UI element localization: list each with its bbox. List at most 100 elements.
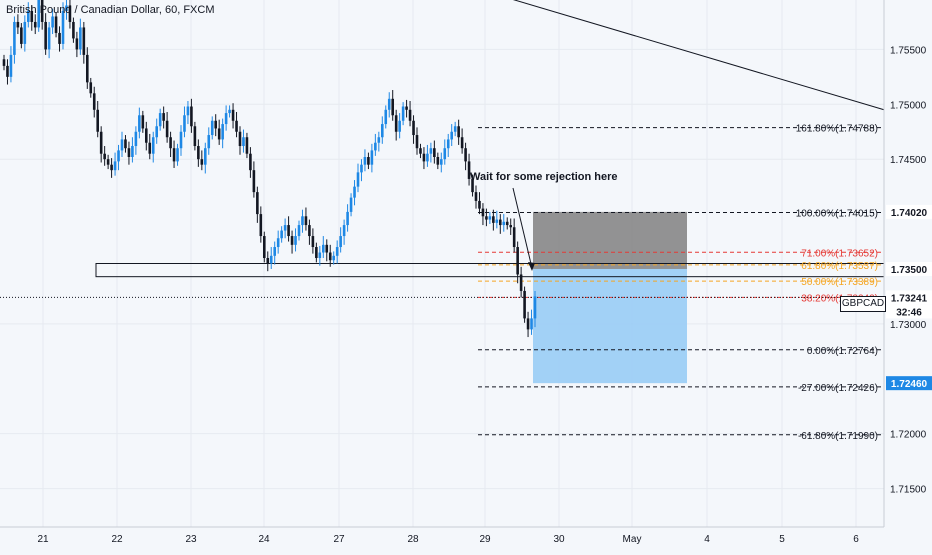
candle [256, 186, 259, 223]
candle [151, 131, 155, 163]
candle [20, 23, 23, 49]
candle [138, 107, 141, 139]
price-tick-label: 1.72000 [890, 430, 927, 441]
candle-body [96, 109, 100, 132]
candle [103, 146, 106, 166]
candle-body [44, 21, 47, 50]
candle-body [460, 137, 464, 149]
candle [422, 147, 426, 170]
candle-body [262, 236, 266, 259]
candle [519, 266, 523, 298]
candle-body [498, 219, 502, 226]
position-zones [95, 211, 885, 384]
candle-body [332, 255, 336, 261]
candle-body [439, 159, 443, 165]
candle-body [367, 157, 370, 165]
candle-body [58, 32, 61, 44]
candle-body [387, 98, 391, 110]
candle [297, 220, 301, 241]
candle [179, 125, 183, 156]
candle-body [287, 225, 290, 237]
candle [162, 106, 165, 129]
candle-body [391, 98, 395, 116]
fib-level-label: 161.80%(1.74788) [796, 124, 878, 135]
candle [54, 12, 58, 38]
candle [363, 149, 367, 172]
symbol-price-label: GBPCAD [840, 296, 886, 312]
candle [58, 26, 61, 52]
time-tick-label: 21 [37, 534, 49, 545]
annotation-arrow-head [528, 262, 535, 271]
candle-body [259, 214, 263, 237]
candle [349, 193, 353, 217]
candle [51, 8, 54, 35]
candle-body [37, 0, 41, 28]
candle [186, 101, 190, 125]
candle [141, 110, 145, 133]
price-tag-high-bg [886, 204, 932, 219]
candle-body [89, 82, 93, 94]
candle-body [186, 106, 190, 116]
candle-body [252, 170, 256, 193]
candle-body [492, 216, 495, 223]
candle [439, 152, 443, 173]
price-tick-label: 1.74500 [890, 155, 927, 166]
candle-body [72, 21, 75, 39]
candle [415, 127, 419, 155]
candle [79, 18, 82, 55]
candle [321, 236, 325, 259]
candle-body [464, 148, 467, 162]
candle-body [408, 109, 412, 121]
candle-body [415, 135, 419, 149]
price-tick-label: 1.73000 [890, 320, 927, 331]
candle-body [193, 126, 197, 147]
fib-level-label: 100.00%(1.74015) [796, 208, 878, 219]
candle [471, 174, 474, 197]
candle-body [384, 109, 388, 125]
candle-body [117, 150, 120, 162]
candle-body [356, 172, 360, 187]
candle-body [2, 59, 6, 66]
candle-body [231, 109, 235, 121]
fib-level-label: 38.20%(1.73242) [801, 293, 878, 304]
time-tick-label: 22 [111, 534, 123, 545]
candle [238, 126, 242, 155]
candle-body [380, 124, 384, 138]
candle-body [516, 247, 519, 275]
candle [9, 46, 13, 83]
time-tick-label: 28 [407, 534, 419, 545]
candle [401, 102, 405, 126]
candle-body [308, 225, 311, 237]
candle-body [245, 137, 249, 154]
candle-body [40, 0, 44, 22]
candle-body [495, 219, 499, 223]
candle-body [294, 236, 297, 245]
candle [214, 114, 218, 137]
candle-body [217, 128, 221, 140]
candle-body [16, 21, 20, 28]
candle [429, 142, 433, 163]
candle [169, 131, 172, 158]
candle-body [339, 236, 342, 248]
candle-body [138, 115, 141, 132]
candle [117, 144, 120, 171]
candle [467, 153, 471, 186]
candle-body [224, 113, 228, 125]
candle [315, 242, 318, 263]
candle-body [179, 131, 183, 149]
candle-body [106, 159, 110, 165]
candle [207, 127, 211, 155]
candle-body [346, 211, 349, 226]
fib-level-label: 50.00%(1.73389) [801, 277, 878, 288]
candle-body [315, 247, 318, 259]
countdown-tag: 32:46 [896, 307, 922, 318]
candle [492, 209, 495, 231]
candle [460, 128, 464, 154]
candle [61, 2, 65, 50]
candle [176, 143, 179, 166]
candle [526, 311, 530, 338]
candle [408, 101, 412, 127]
